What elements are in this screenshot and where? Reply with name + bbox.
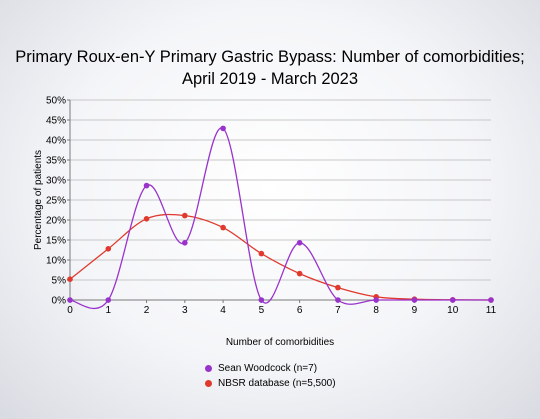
x-tick-label-2: 2 [144,305,150,316]
y-tick-label-10: 50% [46,96,66,107]
x-tick-label-5: 5 [259,305,265,316]
x-tick-label-6: 6 [297,305,303,316]
chart-title-line-1: Primary Roux-en-Y Primary Gastric Bypass… [15,48,525,66]
series-2-point-6 [296,270,303,277]
series-2-point-5 [258,250,265,257]
x-tick-label-1: 1 [105,305,111,316]
axes [67,99,492,303]
series-1-point-3 [182,240,188,246]
series-1-point-11 [488,297,494,303]
x-tick-label-0: 0 [67,305,73,316]
y-tick-label-1: 5% [52,276,67,287]
series-1-point-2 [143,182,150,189]
series-1-point-4 [220,125,226,132]
legend-item-series-2: NBSR database (n=5,500) [205,376,336,391]
series-2-line [69,213,492,301]
series-2-point-7 [335,284,341,291]
legend-marker-series-1 [205,365,212,372]
x-tick-label-4: 4 [220,305,226,316]
y-tick-label-9: 45% [46,116,66,127]
series-1-point-8 [373,297,379,303]
series-2-point-2 [143,216,150,222]
x-tick-label-7: 7 [335,305,341,316]
legend: Sean Woodcock (n=7) NBSR database (n=5,5… [205,361,336,391]
x-axis-label: Number of comorbidities [226,337,334,348]
legend-label-series-2: NBSR database (n=5,500) [218,378,336,389]
series-1-point-6 [296,240,303,246]
x-tick-label-9: 9 [412,305,418,316]
series-2-point-0 [67,276,73,283]
tick-labels: 0% 5% 10% 15% 20% 25% 30% 35% 40% 45% 50% 0 1 2 3 4 5 6 7 8… [46,96,497,317]
chart-title: Primary Roux-en-Y Primary Gastric Bypass… [0,46,540,90]
series-1-point-7 [335,297,341,303]
series-2-point-1 [105,246,112,252]
y-tick-label-3: 15% [46,236,66,247]
y-tick-label-8: 40% [46,136,66,147]
series-layer [67,125,494,310]
x-tick-label-3: 3 [182,305,188,316]
y-tick-label-4: 20% [46,216,66,227]
x-tick-label-8: 8 [373,305,379,316]
series-1-point-0 [67,297,73,303]
y-tick-label-2: 10% [46,256,66,267]
y-tick-label-6: 30% [46,176,66,187]
y-axis-label: Percentage of patients [33,150,44,250]
legend-item-series-1: Sean Woodcock (n=7) [205,361,336,376]
y-tick-label-7: 35% [46,156,66,167]
legend-label-series-1: Sean Woodcock (n=7) [218,363,318,374]
y-tick-label-5: 25% [46,196,66,207]
y-tick-label-0: 0% [52,296,67,307]
series-2-point-4 [220,224,226,231]
series-1-point-9 [411,297,418,303]
series-1-point-10 [449,297,456,303]
series-2-point-3 [182,212,188,219]
series-1-line [69,127,491,310]
grid-lines [70,99,491,281]
legend-marker-series-2 [205,380,212,387]
chart-title-line-2: April 2019 - March 2023 [181,70,359,88]
series-1 [67,125,494,310]
x-tick-label-11: 11 [486,305,497,316]
series-1-point-1 [105,297,112,303]
series-1-point-5 [258,297,265,303]
x-tick-label-10: 10 [447,305,459,316]
